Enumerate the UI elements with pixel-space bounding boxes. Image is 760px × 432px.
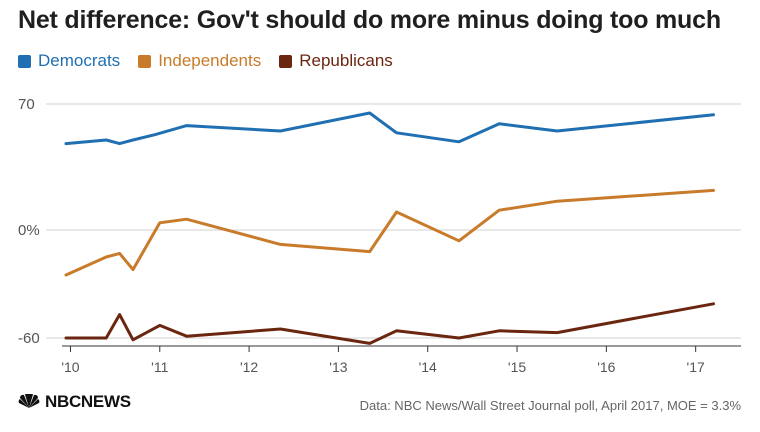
- legend-swatch: [138, 54, 152, 68]
- legend-label: Independents: [158, 51, 262, 70]
- legend-label: Republicans: [299, 51, 393, 70]
- x-tick-label: '16: [597, 359, 615, 375]
- x-tick-label: '15: [508, 359, 526, 375]
- series-line-democrats: [64, 111, 715, 146]
- legend-label: Democrats: [38, 51, 121, 70]
- peacock-icon: [18, 394, 40, 408]
- series-line-republicans: [64, 302, 715, 345]
- legend-swatch: [279, 54, 293, 68]
- y-tick-label: 0%: [18, 222, 40, 239]
- nbc-news-logo: NBCNEWS: [18, 392, 131, 412]
- y-tick-label: -60: [18, 330, 40, 347]
- legend-item-republicans: Republicans: [279, 51, 393, 71]
- x-tick-label: '17: [687, 359, 705, 375]
- x-tick-label: '13: [329, 359, 347, 375]
- legend-item-democrats: Democrats: [18, 51, 120, 71]
- chart-title: Net difference: Gov't should do more min…: [18, 6, 721, 34]
- logo-text: NBCNEWS: [45, 392, 131, 411]
- source-note: Data: NBC News/Wall Street Journal poll,…: [359, 398, 741, 413]
- x-tick-label: '12: [240, 359, 258, 375]
- legend-item-independents: Independents: [138, 51, 261, 71]
- x-tick-label: '11: [151, 359, 168, 375]
- series-line-independents: [64, 188, 715, 277]
- legend-swatch: [18, 54, 31, 68]
- y-tick-label: 70: [18, 96, 35, 113]
- line-chart: 70 0% -60 '10 '11 '12 '13 '14 '15 '16 '17: [18, 96, 741, 375]
- x-tick-label: '14: [419, 359, 437, 375]
- x-tick-label: '10: [61, 359, 79, 375]
- legend: Democrats Independents Republicans: [18, 51, 393, 71]
